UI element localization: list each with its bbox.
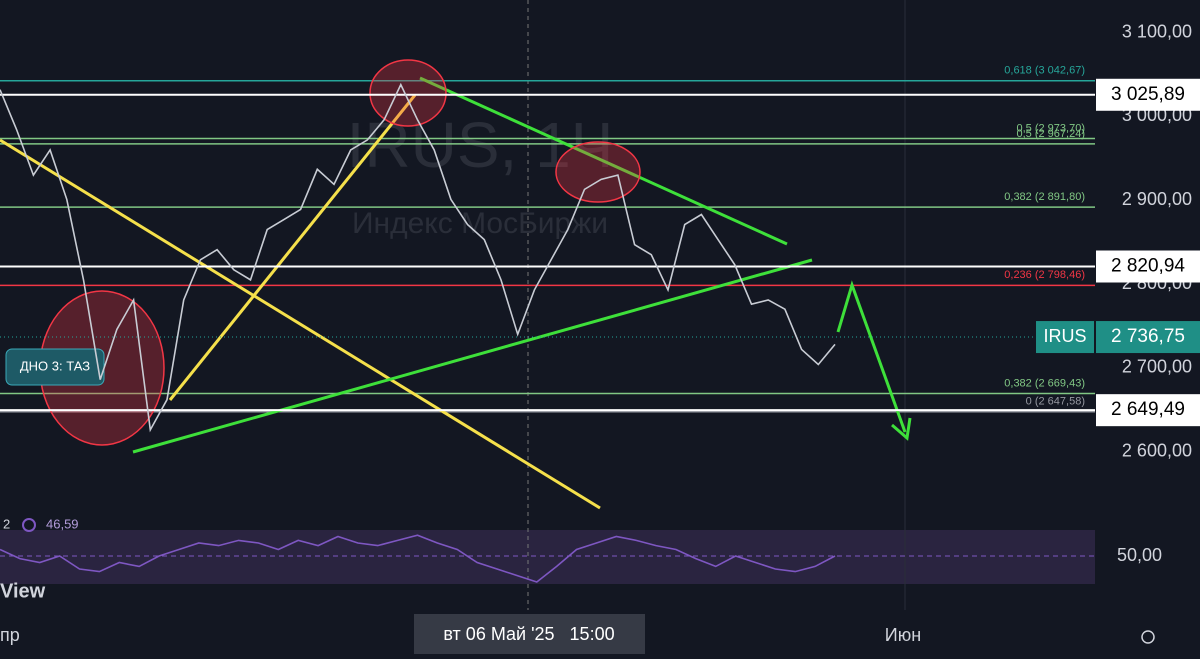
symbol-tag: [1036, 321, 1094, 354]
fib-label: 0,5 (2 967,24): [1017, 128, 1086, 140]
time-label: Июн: [885, 625, 921, 645]
price-tag: [1096, 321, 1200, 354]
price-tag-label: 2 649,49: [1111, 399, 1185, 420]
price-tag-label: 2 820,94: [1111, 256, 1185, 277]
price-tag-label: 3 025,89: [1111, 84, 1185, 105]
price-tag: [1096, 78, 1200, 111]
trendline: [132, 258, 813, 454]
highlight: [369, 59, 447, 127]
highlight: [555, 141, 641, 203]
rsi-level-label: 50,00: [1117, 545, 1162, 565]
price-tick-label: 2 700,00: [1122, 357, 1192, 377]
fib-label: 0,236 (2 798,46): [1004, 269, 1085, 281]
fib-label: 0,382 (2 891,80): [1004, 191, 1085, 203]
price-line-series: [0, 82, 836, 433]
price-tick-label: 2 900,00: [1122, 189, 1192, 209]
price-tag: [1096, 250, 1200, 283]
brand: View: [0, 580, 46, 602]
fib-label: 0,5 (2 973,70): [1017, 122, 1086, 134]
rsi-period: 2: [3, 516, 10, 531]
price-tick-label: 2 600,00: [1122, 440, 1192, 460]
price-tag-label: 2 736,75: [1111, 326, 1185, 347]
annotation: ДНО 3: ТАЗ: [20, 358, 90, 373]
price-tick-label: 3 100,00: [1122, 21, 1192, 41]
crosshair-box: [414, 614, 645, 654]
crosshair-label: вт 06 Май '25 15:00: [443, 624, 614, 644]
fib-label: 0,618 (3 042,67): [1004, 65, 1085, 77]
trendline: [419, 76, 788, 246]
settings-icon[interactable]: [1141, 630, 1155, 644]
rsi-value: 46,59: [46, 516, 79, 531]
symbol-tag-label: IRUS: [1043, 326, 1086, 346]
arrow: [836, 280, 907, 433]
fib-label: 0,382 (2 669,43): [1004, 377, 1085, 389]
trendline: [0, 138, 601, 510]
rsi-icon: [22, 518, 36, 532]
rsi-line: [0, 534, 836, 583]
rsi-band: [0, 530, 1095, 584]
time-label: пр: [0, 625, 20, 645]
arrow-head: [891, 417, 912, 441]
fib-label: 0 (2 647,58): [1026, 396, 1085, 408]
price-tag: [1096, 394, 1200, 427]
trendline: [168, 94, 417, 401]
